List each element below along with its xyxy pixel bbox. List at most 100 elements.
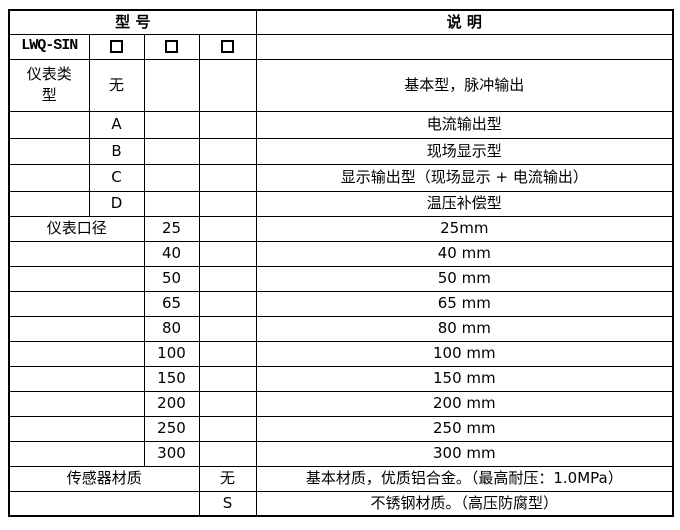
diameter-desc-cell: 100 mm xyxy=(255,340,674,367)
table-row: 50 50 mm xyxy=(8,265,674,292)
empty-cell xyxy=(8,290,145,317)
table-row: D 温压补偿型 xyxy=(8,190,674,217)
empty-cell xyxy=(8,340,145,367)
empty-cell xyxy=(198,58,257,112)
empty-cell xyxy=(198,365,257,392)
empty-cell xyxy=(8,240,145,267)
model-spec-table: 型 号 说 明 LWQ-SIN 仪表类 型 无 基本型，脉冲输出 xyxy=(8,9,675,517)
empty-cell xyxy=(8,137,90,165)
placeholder-square-icon xyxy=(221,40,235,54)
empty-cell xyxy=(8,265,145,292)
header-model-cell: 型 号 xyxy=(8,9,257,35)
diameter-code-cell: 250 xyxy=(143,415,200,442)
diameter-desc-cell: 50 mm xyxy=(255,265,674,292)
diameter-desc-cell: 80 mm xyxy=(255,315,674,342)
type-desc-cell: 温压补偿型 xyxy=(255,190,674,217)
diameter-desc-cell: 25mm xyxy=(255,215,674,242)
empty-cell xyxy=(8,415,145,442)
model-code-row: LWQ-SIN xyxy=(8,33,674,60)
diameter-code-cell: 100 xyxy=(143,340,200,367)
type-code-cell: D xyxy=(88,190,145,217)
type-code-cell: 无 xyxy=(88,58,145,112)
diameter-code-cell: 80 xyxy=(143,315,200,342)
empty-cell xyxy=(198,265,257,292)
diameter-desc-cell: 40 mm xyxy=(255,240,674,267)
empty-cell xyxy=(198,110,257,139)
empty-cell xyxy=(143,110,200,139)
model-desc-cell xyxy=(255,33,674,60)
table-row: 65 65 mm xyxy=(8,290,674,317)
diameter-desc-cell: 65 mm xyxy=(255,290,674,317)
table-row: 250 250 mm xyxy=(8,415,674,442)
table-row: 200 200 mm xyxy=(8,390,674,417)
model-name-cell: LWQ-SIN xyxy=(8,33,90,60)
empty-cell xyxy=(198,415,257,442)
instrument-type-label-line2: 型 xyxy=(41,86,57,104)
empty-cell xyxy=(198,163,257,192)
table-row: S 不锈钢材质。（高压防腐型） xyxy=(8,490,674,517)
empty-cell xyxy=(143,58,200,112)
type-code-cell: B xyxy=(88,137,145,165)
placeholder-square-icon xyxy=(110,40,123,54)
diameter-desc-cell: 250 mm xyxy=(255,415,674,442)
empty-cell xyxy=(198,340,257,367)
placeholder-square-icon xyxy=(165,40,178,54)
type-desc-cell: 现场显示型 xyxy=(255,137,674,165)
sensor-code-cell: S xyxy=(198,490,257,517)
diameter-code-cell: 300 xyxy=(143,440,200,467)
empty-cell xyxy=(143,190,200,217)
table-row: 仪表口径 25 25mm xyxy=(8,215,674,242)
empty-cell xyxy=(8,190,90,217)
sensor-desc-cell: 基本材质，优质铝合金。（最高耐压：1.0MPa） xyxy=(255,465,674,492)
diameter-code-cell: 150 xyxy=(143,365,200,392)
empty-cell xyxy=(8,163,90,192)
sensor-code-cell: 无 xyxy=(198,465,257,492)
table-row: 传感器材质 无 基本材质，优质铝合金。（最高耐压：1.0MPa） xyxy=(8,465,674,492)
empty-cell xyxy=(8,390,145,417)
diameter-code-cell: 50 xyxy=(143,265,200,292)
header-row: 型 号 说 明 xyxy=(8,9,674,35)
empty-cell xyxy=(198,440,257,467)
diameter-code-cell: 65 xyxy=(143,290,200,317)
empty-cell xyxy=(8,490,200,517)
empty-cell xyxy=(198,290,257,317)
empty-cell xyxy=(8,110,90,139)
type-code-cell: C xyxy=(88,163,145,192)
empty-cell xyxy=(198,390,257,417)
empty-cell xyxy=(8,315,145,342)
table-row: C 显示输出型（现场显示 + 电流输出） xyxy=(8,163,674,192)
diameter-desc-cell: 150 mm xyxy=(255,365,674,392)
table-row: 300 300 mm xyxy=(8,440,674,467)
model-box-cell-1 xyxy=(88,33,145,60)
table-row: 40 40 mm xyxy=(8,240,674,267)
empty-cell xyxy=(8,365,145,392)
header-desc-cell: 说 明 xyxy=(255,9,674,35)
type-desc-cell: 电流输出型 xyxy=(255,110,674,139)
diameter-desc-cell: 300 mm xyxy=(255,440,674,467)
sensor-material-label-cell: 传感器材质 xyxy=(8,465,200,492)
diameter-code-cell: 40 xyxy=(143,240,200,267)
empty-cell xyxy=(198,215,257,242)
table-row: 150 150 mm xyxy=(8,365,674,392)
empty-cell xyxy=(198,240,257,267)
type-code-cell: A xyxy=(88,110,145,139)
table-row: 仪表类 型 无 基本型，脉冲输出 xyxy=(8,58,674,112)
model-box-cell-2 xyxy=(143,33,200,60)
table-row: A 电流输出型 xyxy=(8,110,674,139)
empty-cell xyxy=(198,315,257,342)
instrument-type-label-cell: 仪表类 型 xyxy=(8,58,90,112)
empty-cell xyxy=(8,440,145,467)
instrument-type-label-line1: 仪表类 xyxy=(26,65,72,83)
diameter-code-cell: 25 xyxy=(143,215,200,242)
table-row: 100 100 mm xyxy=(8,340,674,367)
model-box-cell-3 xyxy=(198,33,257,60)
type-desc-cell: 显示输出型（现场显示 + 电流输出） xyxy=(255,163,674,192)
type-desc-cell: 基本型，脉冲输出 xyxy=(255,58,674,112)
empty-cell xyxy=(143,163,200,192)
table-row: 80 80 mm xyxy=(8,315,674,342)
diameter-label-cell: 仪表口径 xyxy=(8,215,145,242)
diameter-code-cell: 200 xyxy=(143,390,200,417)
diameter-desc-cell: 200 mm xyxy=(255,390,674,417)
empty-cell xyxy=(198,190,257,217)
